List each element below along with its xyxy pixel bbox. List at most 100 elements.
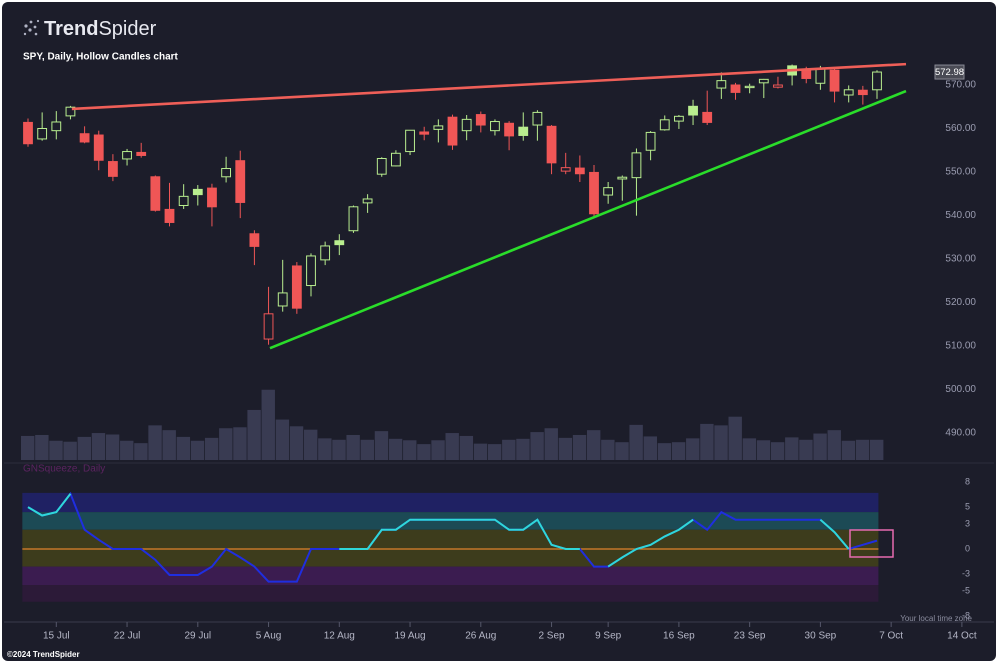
volume-bar	[445, 433, 459, 460]
candle-body	[631, 152, 642, 179]
x-tick-label: 12 Aug	[324, 631, 355, 642]
indicator-tick-label: 5	[965, 502, 970, 512]
x-tick-label: 14 Oct	[947, 631, 977, 642]
highlight-box	[849, 529, 894, 558]
candle-body	[843, 89, 854, 96]
volume-bar	[799, 439, 813, 460]
candle-body	[164, 208, 175, 223]
volume-bar	[134, 443, 148, 460]
candle-body	[857, 89, 868, 96]
candle-body	[872, 71, 882, 91]
volume-bar	[785, 437, 799, 460]
volume-bar	[459, 435, 474, 460]
volume-bar	[346, 434, 360, 460]
candle-body	[603, 187, 614, 196]
indicator-tick-label: -3	[962, 569, 970, 579]
subtitle: SPY, Daily, Hollow Candles chart	[23, 52, 179, 63]
volume-bar	[388, 438, 403, 460]
candle-body	[546, 125, 557, 164]
candle-body	[263, 313, 274, 340]
x-tick-label: 19 Aug	[394, 631, 425, 642]
candle-body	[291, 265, 302, 309]
volume-bar	[417, 444, 431, 460]
indicator-line	[27, 493, 72, 517]
logo-bold: Trend	[44, 18, 98, 40]
candle-body	[518, 126, 529, 136]
volume-bar	[870, 439, 884, 460]
volume-bar	[105, 434, 120, 460]
candle-body	[376, 158, 387, 175]
y-tick-label: 560.00	[945, 123, 976, 134]
volume-bar	[841, 440, 856, 460]
candle-body	[674, 115, 684, 122]
logo: TrendSpider	[44, 18, 157, 40]
volume-bar	[318, 438, 332, 460]
logo-regular: Spider	[98, 18, 156, 40]
x-tick-label: 2 Sep	[538, 631, 565, 642]
volume-bar	[247, 409, 261, 460]
candle-body	[249, 233, 260, 247]
volume-bar	[487, 444, 502, 460]
indicator-tick-label: 0	[965, 543, 970, 553]
candle-body	[334, 240, 345, 246]
indicator-tick-label: 8	[965, 476, 970, 486]
volume-bar	[813, 433, 827, 460]
candle-body	[617, 176, 628, 180]
indicator-line	[819, 518, 850, 550]
x-tick-label: 30 Sep	[805, 631, 837, 642]
volume-bar	[473, 443, 488, 460]
volume-bar	[374, 431, 389, 460]
volume-bar	[502, 439, 516, 460]
y-tick-label: 530.00	[945, 254, 976, 265]
logo-icon	[23, 19, 40, 36]
candle-body	[122, 151, 132, 160]
volume-bar	[629, 424, 643, 460]
y-tick-label: 490.00	[945, 428, 976, 439]
volume-bar	[148, 425, 162, 460]
x-tick-label: 29 Jul	[184, 631, 211, 642]
volume-bar	[275, 419, 290, 460]
candle-body	[192, 188, 203, 196]
candle-body	[815, 67, 826, 84]
candle-body	[93, 134, 104, 161]
trendline	[71, 62, 907, 111]
candle-body	[419, 131, 430, 135]
candle-body	[136, 151, 147, 156]
x-tick-label: 22 Jul	[114, 631, 141, 642]
candle-body	[447, 116, 458, 146]
price-tag	[934, 64, 965, 80]
indicator-band	[22, 529, 879, 567]
indicator-line	[339, 518, 580, 550]
volume-bar	[204, 437, 219, 460]
candle-body	[504, 122, 515, 137]
indicator-line	[607, 518, 694, 568]
volume-bar	[332, 439, 346, 460]
candle-body	[574, 167, 585, 175]
candle-body	[688, 105, 698, 116]
x-tick-label: 15 Jul	[43, 631, 70, 642]
candle-body	[235, 160, 246, 203]
candle-body	[560, 167, 571, 172]
candle-body	[475, 114, 486, 126]
candle-body	[645, 131, 656, 151]
candle-body	[320, 245, 331, 261]
candle-body	[362, 198, 373, 204]
volume-bar	[289, 426, 304, 460]
volume-bar	[120, 440, 134, 460]
candle-body	[461, 118, 472, 132]
indicator-band	[22, 585, 879, 602]
volume-bar	[35, 434, 49, 460]
volume-bar	[91, 433, 106, 460]
candle-body	[659, 119, 670, 131]
candle-body	[391, 152, 401, 167]
volume-bar	[615, 442, 629, 460]
volume-bar	[219, 428, 233, 460]
candle-body	[23, 121, 33, 145]
candle-body	[801, 69, 812, 79]
candle-body	[744, 85, 755, 89]
trendline	[269, 89, 907, 350]
volume-bar	[714, 425, 728, 460]
volume-bar	[530, 432, 544, 460]
candle-body	[221, 168, 231, 178]
